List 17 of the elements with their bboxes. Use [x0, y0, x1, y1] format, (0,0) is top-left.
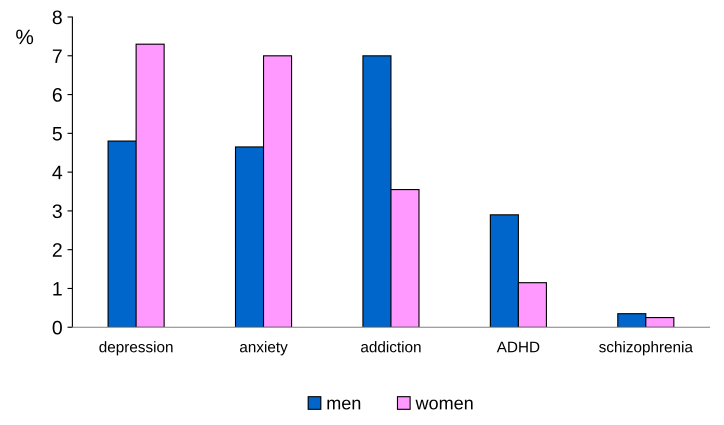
y-tick-label: 0: [52, 320, 62, 334]
y-tick-label: 4: [52, 166, 62, 180]
y-tick-label: 1: [53, 282, 62, 296]
y-tick-label: 7: [52, 49, 62, 63]
x-tick-label: depression: [99, 341, 172, 356]
x-tick-label: addiction: [361, 341, 421, 352]
y-tick-label: 3: [52, 204, 62, 218]
legend-label: men: [327, 400, 360, 410]
y-tick-label: 2: [52, 243, 62, 257]
legend-label: women: [416, 400, 473, 410]
y-tick-label: 6: [52, 88, 62, 102]
x-tick-label: anxiety: [240, 341, 288, 356]
y-tick-label: 5: [52, 127, 62, 141]
y-axis-title: %: [16, 30, 34, 44]
y-tick-label: 8: [52, 10, 62, 24]
x-tick-label: ADHD: [496, 342, 540, 352]
x-tick-label: schizophrenia: [599, 341, 693, 356]
